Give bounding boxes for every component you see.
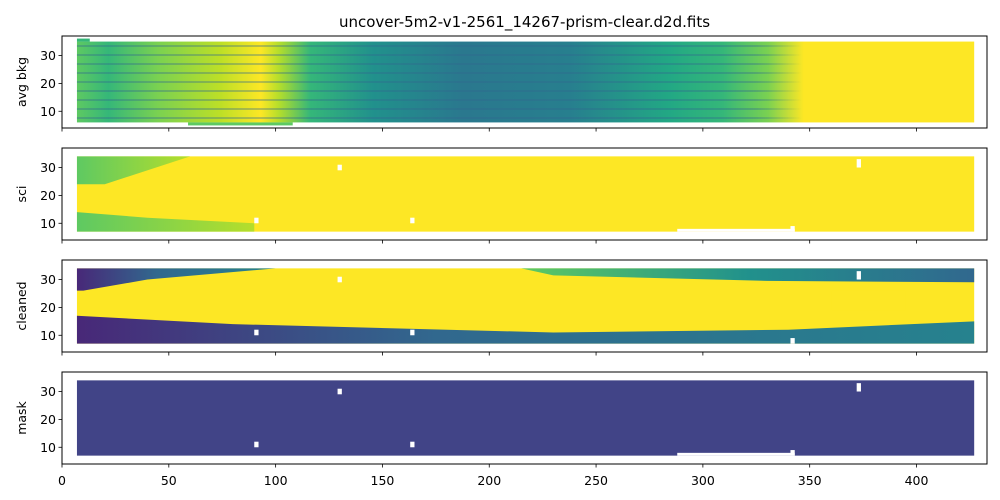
mask-image: [76, 380, 975, 456]
cleaned-gap: [337, 276, 342, 283]
panel-2-ytick-label: 20: [40, 188, 56, 203]
panel-4-ylabel: mask: [14, 400, 29, 434]
cleaned-wedge-top-left: [76, 268, 276, 291]
mask-gap: [185, 376, 293, 379]
panel-4-ytick-label: 10: [40, 440, 56, 455]
bkg-notch: [76, 38, 90, 42]
panel-4-ytick-label: 20: [40, 412, 56, 427]
xtick-label: 150: [371, 473, 395, 488]
panel-4-ytick-label: 30: [40, 384, 56, 399]
panel-1-ytick-label: 10: [40, 104, 56, 119]
sci-wedge-bottom: [76, 212, 255, 232]
mask-gap: [254, 441, 259, 448]
sci-gap: [185, 152, 293, 155]
mask-gap: [677, 452, 795, 456]
panel-4-image: [76, 373, 975, 456]
panel-1-frame: [61, 35, 988, 129]
panel-3-image: [76, 261, 975, 344]
xtick-label: 0: [58, 473, 66, 488]
sci-gap: [254, 217, 259, 224]
sci-gap: [175, 149, 180, 155]
sci-image: [76, 156, 975, 232]
panel-3-ytick-label: 30: [40, 272, 56, 287]
panel-3-ytick-label: 10: [40, 328, 56, 343]
cleaned-gap: [185, 264, 293, 267]
xtick-label: 250: [584, 473, 608, 488]
cleaned-trace-right: [831, 290, 906, 311]
cleaned-gap: [410, 329, 415, 336]
panel-4-frame: [61, 371, 988, 465]
panel-1-ylabel: avg bkg: [14, 57, 29, 107]
panel-1-ytick-label: 30: [40, 48, 56, 63]
panel-2-ylabel: sci: [14, 186, 29, 203]
sci-gap: [410, 217, 415, 224]
panel-3-ytick-label: 20: [40, 300, 56, 315]
cleaned-gap: [790, 338, 795, 344]
sci-gap: [790, 226, 795, 232]
cleaned-gap: [856, 271, 861, 280]
mask-gap: [856, 383, 861, 392]
panel-1-ytick-label: 20: [40, 76, 56, 91]
mask-gap: [175, 373, 180, 379]
panel-3-ylabel: cleaned: [14, 281, 29, 330]
sci-wedge-top: [76, 156, 191, 185]
cleaned-wedge-bottom: [76, 315, 975, 344]
panel-3-frame: [61, 259, 988, 353]
bkg-notch: [188, 122, 293, 126]
xtick-label: 300: [691, 473, 715, 488]
sci-gap: [677, 228, 795, 232]
sci-gap: [856, 159, 861, 168]
panel-2-frame: [61, 147, 988, 241]
chart-title: uncover-5m2-v1-2561_14267-prism-clear.d2…: [339, 13, 710, 32]
sci-gap: [337, 164, 342, 171]
panel-2-image: [76, 149, 975, 232]
xtick-label: 200: [477, 473, 501, 488]
panel-2-ytick-label: 10: [40, 216, 56, 231]
cleaned-gap: [254, 329, 259, 336]
mask-gap: [790, 450, 795, 456]
xtick-label: 350: [798, 473, 822, 488]
xtick-label: 400: [905, 473, 929, 488]
mask-gap: [337, 388, 342, 395]
cleaned-gap: [175, 261, 180, 267]
xtick-label: 100: [264, 473, 288, 488]
bkg-stripes: [76, 41, 975, 123]
mask-gap: [410, 441, 415, 448]
panel-2-ytick-label: 30: [40, 160, 56, 175]
xtick-label: 50: [161, 473, 177, 488]
panel-1-image: [76, 38, 975, 126]
